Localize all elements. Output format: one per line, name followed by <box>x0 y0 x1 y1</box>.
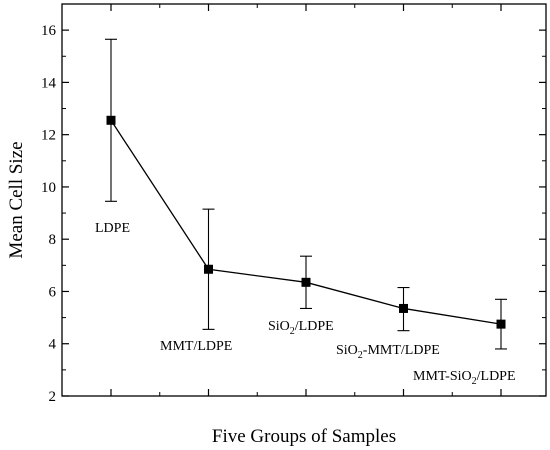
data-point <box>301 277 311 287</box>
x-axis-title: Five Groups of Samples <box>212 426 396 447</box>
error-bars <box>105 38 507 350</box>
y-tick-label: 2 <box>49 389 57 405</box>
y-tick-label: 12 <box>41 128 56 144</box>
y-tick-label: 16 <box>41 23 57 39</box>
x-axis-ticks <box>110 4 502 396</box>
point-label-sio2-ldpe: SiO2/LDPE <box>268 319 334 337</box>
data-point <box>204 264 213 274</box>
y-axis-ticks: 2 4 6 8 10 12 14 16 <box>41 3 546 405</box>
y-tick-label: 4 <box>49 337 57 353</box>
point-label-ldpe: LDPE <box>95 221 130 236</box>
data-point <box>496 319 506 329</box>
point-label-mmt-ldpe: MMT/LDPE <box>160 339 232 354</box>
plot-frame <box>61 3 547 397</box>
y-tick-label: 6 <box>49 284 57 300</box>
data-markers <box>106 115 506 329</box>
point-label-mmt-sio2-ldpe: MMT-SiO2/LDPE <box>413 369 516 387</box>
y-tick-label: 8 <box>49 232 57 248</box>
y-tick-label: 14 <box>41 75 57 91</box>
data-point <box>106 115 116 125</box>
data-point <box>399 303 408 313</box>
point-label-sio2-mmt-ldpe: SiO2-MMT/LDPE <box>336 343 440 361</box>
y-axis-title: Mean Cell Size <box>6 141 27 258</box>
y-tick-label: 10 <box>41 180 56 196</box>
